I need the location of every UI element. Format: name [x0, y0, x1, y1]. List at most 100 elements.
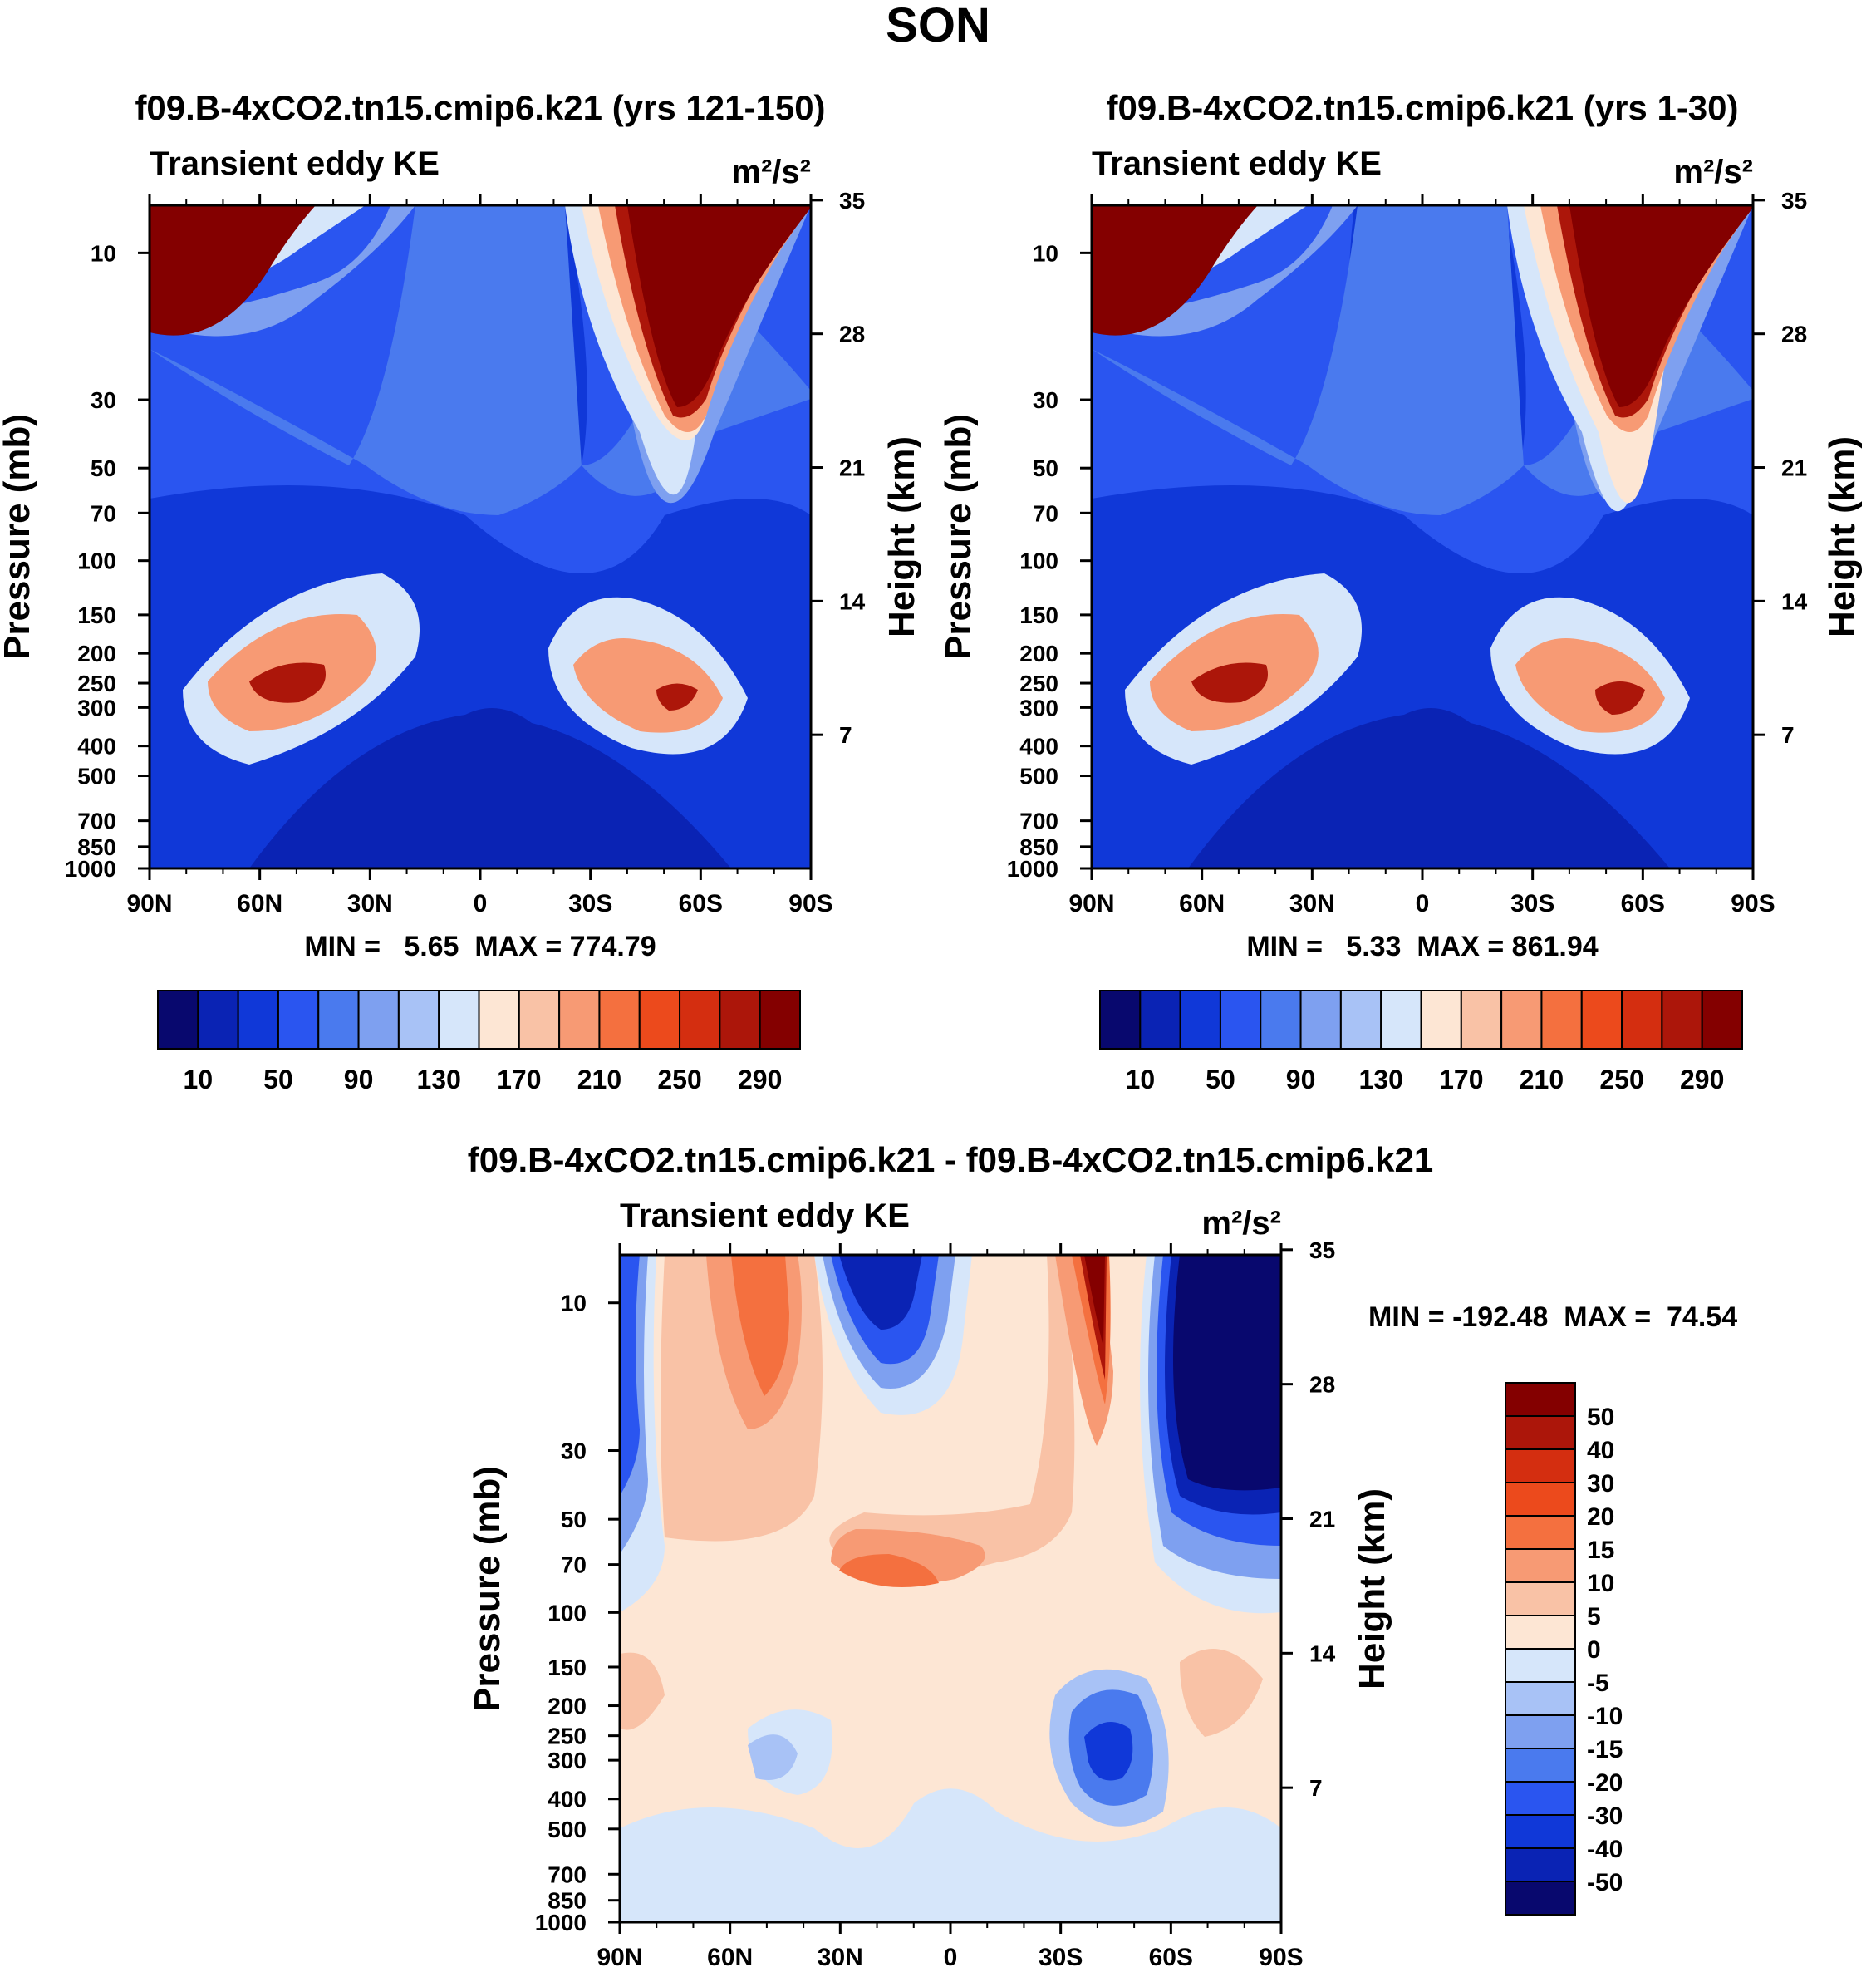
colorbar-label: -50 — [1587, 1869, 1623, 1896]
contour-level — [1084, 1255, 1105, 1346]
colorbar-label: 90 — [344, 1065, 374, 1094]
panel-c: f09.B-4xCO2.tn15.cmip6.k21 - f09.B-4xCO2… — [467, 1140, 1737, 1971]
contour-level — [150, 205, 316, 336]
colorbar-label: 250 — [1599, 1065, 1643, 1094]
y-height-tick-label: 28 — [839, 322, 865, 347]
colorbar-box — [719, 990, 761, 1050]
contour-level — [249, 662, 326, 703]
y-height-tick-label: 21 — [1781, 455, 1807, 481]
colorbar-box — [679, 990, 721, 1050]
panel-c-ylabel-left: Pressure (mb) — [467, 1466, 508, 1712]
colorbar-box — [1500, 990, 1543, 1050]
colorbar-box — [1661, 990, 1703, 1050]
y-height-tick-label: 21 — [839, 455, 865, 481]
colorbar-box — [638, 990, 681, 1050]
colorbar-box — [1420, 990, 1462, 1050]
y-pressure-tick-label: 70 — [1033, 500, 1058, 526]
colorbar-box — [277, 990, 320, 1050]
y-height-tick-label: 21 — [1309, 1506, 1335, 1532]
colorbar-box — [1505, 1548, 1576, 1583]
colorbar-box — [397, 990, 440, 1050]
y-height-tick-label: 14 — [839, 588, 866, 614]
y-pressure-tick-label: 300 — [77, 695, 116, 721]
colorbar-label: 50 — [1587, 1404, 1614, 1431]
y-height-tick-label: 7 — [839, 722, 852, 748]
contour-level — [731, 1255, 1111, 1587]
colorbar-box — [1219, 990, 1262, 1050]
contour-level — [839, 1255, 1281, 1515]
colorbar-box — [1701, 990, 1743, 1050]
y-pressure-tick-label: 500 — [548, 1817, 587, 1842]
colorbar-box — [1505, 1515, 1576, 1550]
colorbar-box — [1260, 990, 1302, 1050]
y-pressure-tick-label: 1000 — [535, 1910, 587, 1935]
panel-a-ylabel-right: Height (km) — [882, 436, 922, 637]
y-pressure-tick-label: 400 — [77, 734, 116, 760]
colorbar-label: 250 — [657, 1065, 701, 1094]
colorbar-box — [478, 990, 520, 1050]
panel-b-title: f09.B-4xCO2.tn15.cmip6.k21 (yrs 1-30) — [1106, 88, 1738, 127]
panel-a: f09.B-4xCO2.tn15.cmip6.k21 (yrs 121-150)… — [0, 88, 922, 1094]
y-pressure-tick-label: 70 — [561, 1552, 587, 1578]
y-pressure-tick-label: 850 — [77, 834, 116, 860]
y-pressure-tick-label: 70 — [91, 500, 116, 526]
colorbar-box — [1339, 990, 1382, 1050]
x-tick-label: 0 — [944, 1944, 958, 1971]
x-tick-label: 30S — [1039, 1944, 1083, 1971]
colorbar-box — [1580, 990, 1623, 1050]
colorbar-label: 10 — [184, 1065, 214, 1094]
y-pressure-tick-label: 850 — [548, 1888, 587, 1914]
colorbar-label: 0 — [1587, 1636, 1601, 1664]
contour-level — [1569, 205, 1753, 407]
x-tick-label: 90N — [597, 1944, 642, 1971]
colorbar-box — [1505, 1382, 1576, 1417]
panel-b-ylabel-left: Pressure (mb) — [938, 414, 979, 660]
colorbar-label: 210 — [577, 1065, 621, 1094]
y-pressure-tick-label: 100 — [77, 548, 116, 574]
panel-a-title: f09.B-4xCO2.tn15.cmip6.k21 (yrs 121-150) — [135, 88, 825, 127]
colorbar-label: 130 — [1358, 1065, 1402, 1094]
y-pressure-tick-label: 850 — [1019, 834, 1058, 860]
x-tick-label: 30S — [1510, 890, 1554, 917]
colorbar-label: 170 — [497, 1065, 541, 1094]
x-tick-label: 60N — [237, 890, 282, 917]
colorbar-box — [1505, 1648, 1576, 1683]
y-pressure-tick-label: 50 — [1033, 455, 1058, 481]
y-height-tick-label: 35 — [839, 188, 865, 214]
panel-b-ylabel-right: Height (km) — [1822, 436, 1863, 637]
y-pressure-tick-label: 300 — [1019, 695, 1058, 721]
panel-c-title: f09.B-4xCO2.tn15.cmip6.k21 - f09.B-4xCO2… — [468, 1140, 1434, 1179]
y-pressure-tick-label: 10 — [91, 240, 116, 266]
y-pressure-tick-label: 30 — [561, 1439, 587, 1464]
colorbar-box — [1460, 990, 1503, 1050]
colorbar-label: 290 — [1680, 1065, 1724, 1094]
panel-a-left-string: Transient eddy KE — [150, 145, 440, 182]
panel-b: f09.B-4xCO2.tn15.cmip6.k21 (yrs 1-30) Tr… — [938, 88, 1863, 1094]
y-height-tick-label: 14 — [1309, 1640, 1336, 1666]
y-pressure-tick-label: 10 — [1033, 240, 1058, 266]
x-tick-label: 60S — [1621, 890, 1665, 917]
colorbar-box — [759, 990, 801, 1050]
panel-b-min-max: MIN = 5.33 MAX = 861.94 — [1246, 931, 1598, 962]
y-pressure-tick-label: 700 — [548, 1862, 587, 1887]
colorbar-box — [558, 990, 601, 1050]
x-tick-label: 30N — [818, 1944, 863, 1971]
panel-a-ylabel-left: Pressure (mb) — [0, 414, 37, 660]
y-pressure-tick-label: 300 — [548, 1748, 587, 1773]
y-pressure-tick-label: 500 — [77, 764, 116, 789]
colorbar-box — [1505, 1847, 1576, 1882]
panel-c-axes: 90N 60N 30N 0 30S 60S 90S103050701001502002503… — [535, 1237, 1336, 1971]
y-pressure-tick-label: 30 — [91, 387, 116, 413]
y-pressure-tick-label: 1000 — [65, 856, 116, 882]
contour-level — [573, 638, 723, 733]
colorbar-label: 130 — [416, 1065, 460, 1094]
x-tick-label: 90N — [1068, 890, 1114, 917]
colorbar-box — [1505, 1814, 1576, 1849]
colorbar-label: -15 — [1587, 1736, 1623, 1763]
colorbar-label: 170 — [1439, 1065, 1483, 1094]
contour-level — [1173, 1255, 1281, 1491]
contour-level — [1191, 662, 1268, 703]
y-height-tick-label: 35 — [1781, 188, 1807, 214]
